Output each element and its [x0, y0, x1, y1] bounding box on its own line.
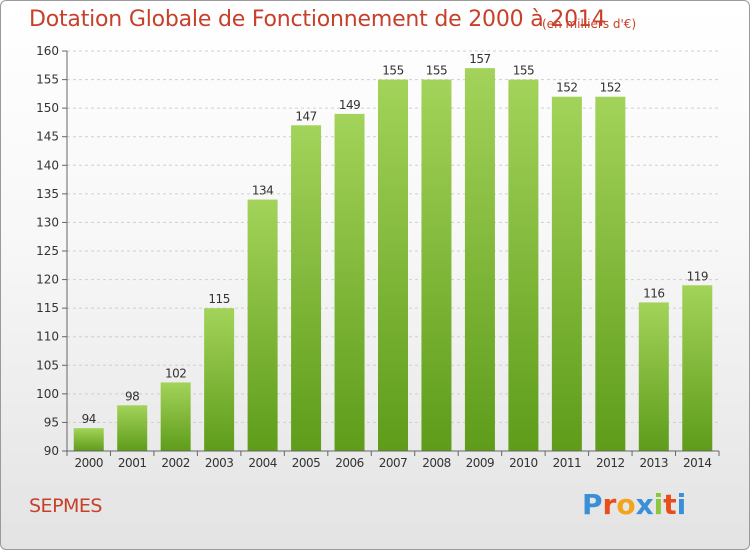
bar-value-label: 155 [382, 64, 403, 78]
bar-value-label: 98 [125, 389, 139, 403]
y-tick-label: 145 [36, 130, 59, 144]
y-tick-label: 140 [36, 158, 59, 172]
bar-2003[interactable] [204, 308, 235, 451]
bar-value-label: 119 [687, 269, 708, 283]
y-tick-label: 125 [36, 244, 59, 258]
x-tick-label: 2004 [248, 456, 277, 470]
bar-2004[interactable] [247, 199, 278, 451]
y-tick-label: 115 [36, 301, 59, 315]
x-tick-label: 2003 [205, 456, 234, 470]
logo-letter: t [663, 488, 677, 521]
bar-2001[interactable] [117, 405, 148, 451]
logo-letter: o [616, 488, 636, 521]
bar-2014[interactable] [682, 285, 713, 451]
bar-value-label: 155 [426, 64, 447, 78]
bar-2008[interactable] [421, 79, 452, 452]
x-tick-label: 2007 [379, 456, 408, 470]
y-tick-label: 130 [36, 215, 59, 229]
x-tick-label: 2008 [422, 456, 451, 470]
x-tick-label: 2011 [553, 456, 582, 470]
bar-value-label: 115 [208, 292, 229, 306]
bar-value-label: 134 [252, 184, 273, 198]
bar-value-label: 155 [513, 64, 534, 78]
logo-letter: r [602, 488, 617, 521]
y-tick-label: 155 [36, 73, 59, 87]
bar-value-label: 157 [469, 52, 490, 66]
bar-2011[interactable] [551, 96, 582, 451]
axes: 90 95 100 105 110 115 120 125 130 135 140 145 150 155… [36, 44, 720, 470]
chart-unit: (en milliers d'€) [542, 17, 637, 31]
logo-letter: P [582, 488, 603, 521]
x-tick-label: 2014 [683, 456, 712, 470]
bar-value-label: 152 [600, 81, 621, 95]
x-tick-label: 2006 [335, 456, 364, 470]
y-tick-label: 150 [36, 101, 59, 115]
y-tick-label: 160 [36, 44, 59, 58]
x-tick-label: 2010 [509, 456, 538, 470]
y-tick-label: 120 [36, 273, 59, 287]
bar-2012[interactable] [595, 96, 626, 451]
bar-value-label: 116 [643, 286, 664, 300]
x-tick-label: 2012 [596, 456, 625, 470]
chart-title: Dotation Globale de Fonctionnement de 20… [29, 7, 606, 32]
bar-value-label: 147 [295, 109, 316, 123]
bar-2002[interactable] [160, 382, 191, 451]
y-tick-label: 90 [44, 444, 59, 458]
bar-value-label: 149 [339, 98, 360, 112]
x-tick-label: 2002 [161, 456, 190, 470]
bars: 94 98 102 115 134 147 149 155 155 157 155 152 152 116… [73, 52, 713, 452]
logo-letter: x [635, 488, 654, 521]
y-tick-label: 135 [36, 187, 59, 201]
bar-2007[interactable] [378, 79, 408, 452]
x-tick-label: 2000 [74, 456, 103, 470]
y-tick-label: 110 [36, 330, 59, 344]
bar-2006[interactable] [334, 113, 365, 451]
x-tick-label: 2013 [640, 456, 669, 470]
y-tick-label: 100 [36, 387, 59, 401]
x-tick-label: 2001 [118, 456, 147, 470]
bar-2000[interactable] [73, 428, 104, 451]
logo-letter: i [653, 488, 664, 521]
x-tick-label: 2005 [292, 456, 321, 470]
y-tick-label: 95 [44, 415, 59, 429]
y-tick-label: 105 [36, 358, 59, 372]
commune-name: SEPMES [29, 495, 102, 517]
x-tick-label: 2009 [466, 456, 495, 470]
bar-2013[interactable] [638, 302, 669, 451]
bar-value-label: 102 [165, 366, 186, 380]
bar-value-label: 94 [82, 412, 96, 426]
logo-letter: i [676, 488, 687, 521]
bar-2005[interactable] [291, 125, 322, 452]
bar-value-label: 152 [556, 81, 577, 95]
bar-2010[interactable] [508, 79, 539, 452]
proxiti-logo[interactable]: Proxiti [582, 488, 686, 521]
bar-2009[interactable] [464, 68, 495, 452]
